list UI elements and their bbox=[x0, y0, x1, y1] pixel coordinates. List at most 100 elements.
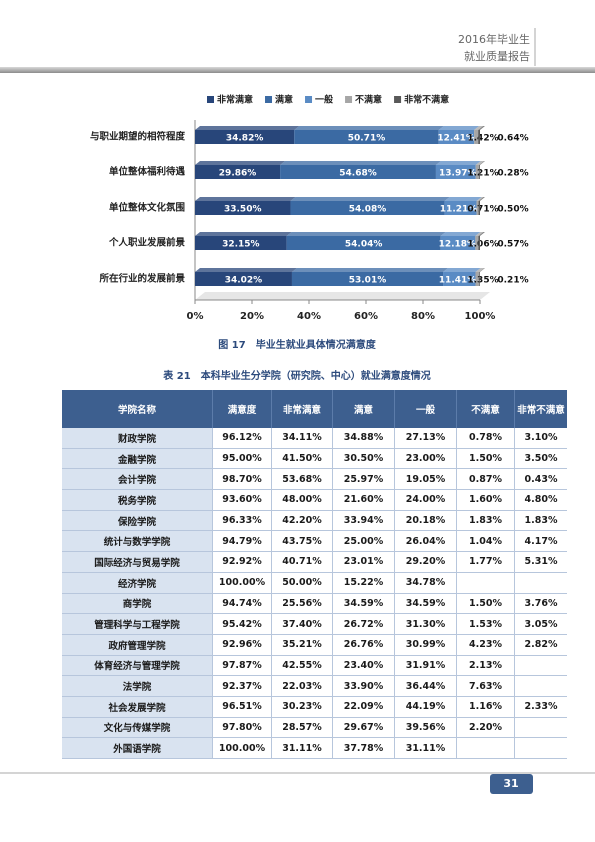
table-header: 满意度 bbox=[212, 390, 272, 428]
table-cell: 96.51% bbox=[212, 696, 272, 718]
bar-segment bbox=[290, 201, 445, 215]
table-header: 学院名称 bbox=[62, 390, 213, 428]
table-cell: 1.53% bbox=[456, 613, 515, 635]
figure-caption: 图 17 毕业生就业具体情况满意度 bbox=[218, 338, 376, 351]
legend-swatch bbox=[394, 96, 402, 103]
bar-segment bbox=[476, 201, 479, 215]
table-cell: 0.43% bbox=[514, 468, 567, 491]
table-row: 税务学院 93.60% 48.00% 21.60% 24.00% 1.60% 4.80% bbox=[62, 489, 567, 511]
table-cell: 23.40% bbox=[332, 655, 395, 677]
bar-segment bbox=[294, 130, 439, 144]
table-cell: 43.75% bbox=[271, 530, 333, 553]
table-cell: 15.22% bbox=[332, 572, 395, 594]
table-row: 外国语学院 100.00% 31.11% 37.78% 31.11% bbox=[62, 737, 567, 759]
x-tick-label: 0% bbox=[187, 311, 204, 322]
bar-segment-top bbox=[479, 268, 485, 272]
value-label: 0.50% bbox=[497, 205, 528, 215]
bar-segment bbox=[195, 201, 291, 215]
value-label: 0.57% bbox=[497, 240, 528, 250]
college-name: 财政学院 bbox=[62, 428, 213, 449]
college-name: 经济学院 bbox=[62, 572, 213, 594]
table-cell: 2.82% bbox=[514, 634, 567, 656]
table-cell: 25.97% bbox=[332, 468, 395, 491]
table-cell: 7.63% bbox=[456, 675, 515, 697]
value-label: 54.08% bbox=[349, 205, 387, 215]
value-label: 1.42% bbox=[467, 134, 498, 144]
value-label: 33.50% bbox=[224, 205, 262, 215]
bar-segment-top bbox=[286, 232, 446, 236]
table-cell: 19.05% bbox=[394, 468, 457, 491]
table-cell: 5.31% bbox=[514, 551, 567, 573]
table-cell: 95.00% bbox=[212, 448, 272, 470]
legend-swatch bbox=[207, 96, 214, 103]
table-cell bbox=[514, 572, 567, 594]
college-name: 社会发展学院 bbox=[62, 696, 213, 718]
table-cell: 29.67% bbox=[332, 717, 395, 739]
header-line1: 2016年毕业生 bbox=[458, 32, 530, 46]
legend-label: 非常满意 bbox=[217, 94, 253, 106]
table-header: 满意 bbox=[332, 390, 395, 428]
table-cell: 36.44% bbox=[394, 675, 457, 697]
x-tick-label: 60% bbox=[354, 311, 378, 322]
table-row: 法学院 92.37% 22.03% 33.90% 36.44% 7.63% bbox=[62, 675, 567, 697]
table-cell: 53.68% bbox=[271, 468, 333, 491]
bar-segment bbox=[444, 201, 477, 215]
table-cell bbox=[456, 737, 515, 759]
bar-segment bbox=[479, 272, 480, 286]
table-cell: 50.00% bbox=[271, 572, 333, 594]
table-cell: 29.20% bbox=[394, 551, 457, 573]
bar-segment-top bbox=[195, 161, 286, 165]
table-row: 保险学院 96.33% 42.20% 33.94% 20.18% 1.83% 1.83% bbox=[62, 510, 567, 532]
table-row: 会计学院 98.70% 53.68% 25.97% 19.05% 0.87% 0.43% bbox=[62, 468, 567, 491]
value-label: 54.68% bbox=[339, 169, 377, 179]
bar-segment bbox=[195, 272, 292, 286]
x-tick-label: 20% bbox=[240, 311, 264, 322]
college-name: 保险学院 bbox=[62, 510, 213, 532]
table-cell: 41.50% bbox=[271, 448, 333, 470]
table-cell: 1.50% bbox=[456, 593, 515, 615]
table-cell: 25.00% bbox=[332, 530, 395, 553]
table-cell: 22.09% bbox=[332, 696, 395, 718]
legend-swatch bbox=[305, 96, 313, 103]
bar-segment bbox=[195, 236, 287, 250]
value-label: 0.28% bbox=[497, 169, 528, 179]
table-row: 统计与数学学院 94.79% 43.75% 25.00% 26.04% 1.04% 4.17… bbox=[62, 530, 567, 553]
bar-segment-top bbox=[291, 268, 449, 272]
value-label: 54.04% bbox=[345, 240, 383, 250]
table-cell: 0.87% bbox=[456, 468, 515, 491]
table-cell: 92.96% bbox=[212, 634, 272, 656]
table-cell: 34.11% bbox=[271, 428, 333, 449]
table-cell: 1.60% bbox=[456, 489, 515, 511]
table-cell: 31.30% bbox=[394, 613, 457, 635]
college-name: 法学院 bbox=[62, 675, 213, 697]
bar-segment bbox=[440, 236, 476, 250]
x-tick-label: 80% bbox=[411, 311, 435, 322]
category-label: 个人职业发展前景 bbox=[108, 237, 186, 249]
bar-segment bbox=[478, 236, 480, 250]
bar-segment-top bbox=[474, 126, 484, 130]
college-name: 统计与数学学院 bbox=[62, 530, 213, 553]
table-row: 财政学院 96.12% 34.11% 34.88% 27.13% 0.78% 3.10% bbox=[62, 428, 567, 449]
bar-segment-top bbox=[476, 197, 484, 201]
bar-segment-top bbox=[475, 268, 485, 272]
page-number: 31 bbox=[503, 777, 518, 790]
bar-segment-top bbox=[294, 126, 444, 130]
college-name: 政府管理学院 bbox=[62, 634, 213, 656]
bar-segment-top bbox=[195, 197, 296, 201]
table-cell: 3.76% bbox=[514, 593, 567, 615]
table-row: 政府管理学院 92.96% 35.21% 26.76% 30.99% 4.23% 2.82% bbox=[62, 634, 567, 656]
bar-segment bbox=[435, 165, 476, 179]
table-cell: 100.00% bbox=[212, 737, 272, 759]
value-label: 29.86% bbox=[219, 169, 257, 179]
college-name: 文化与传媒学院 bbox=[62, 717, 213, 739]
legend-label: 非常不满意 bbox=[404, 94, 449, 106]
table-cell: 95.42% bbox=[212, 613, 272, 635]
value-label: 34.02% bbox=[225, 276, 263, 286]
x-tick-label: 40% bbox=[297, 311, 321, 322]
table-cell bbox=[514, 675, 567, 697]
table-header: 一般 bbox=[394, 390, 457, 428]
bar-segment-top bbox=[290, 197, 450, 201]
table-cell bbox=[514, 717, 567, 739]
table-cell: 33.94% bbox=[332, 510, 395, 532]
table-cell: 20.18% bbox=[394, 510, 457, 532]
